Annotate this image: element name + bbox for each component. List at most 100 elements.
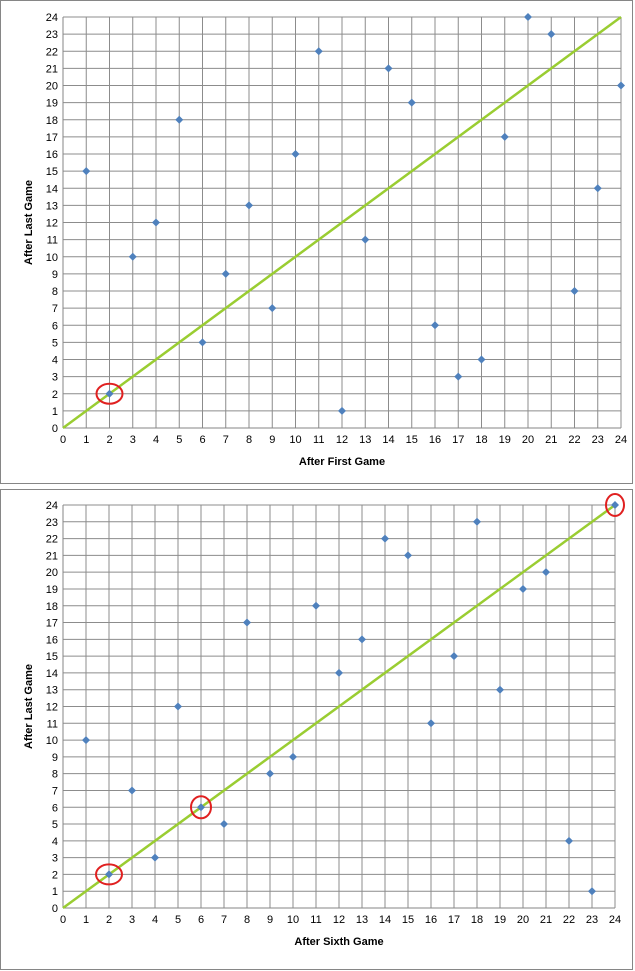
chart1-y-tick-label: 9 xyxy=(52,269,58,281)
chart2-y-tick-label: 2 xyxy=(52,869,58,881)
chart1-y-tick-label: 20 xyxy=(46,81,58,93)
chart1-point-13-11 xyxy=(361,235,370,244)
chart-top-plot: 0 1 2 3 4 5 6 7 8 9 10 11 12 13 14 15 16 17 18 19 20 21 22 23 24… xyxy=(23,12,627,468)
chart1-y-tick-label: 18 xyxy=(46,115,58,127)
chart2-point-16-11 xyxy=(427,719,435,728)
chart2-point-15-21 xyxy=(404,551,412,560)
chart1-y-tick-label: 13 xyxy=(46,200,58,212)
chart2-highlight-circle-24-24 xyxy=(605,493,625,517)
chart2-point-23-1 xyxy=(588,887,596,896)
chart2-point-7-5 xyxy=(220,820,228,829)
chart1-x-tick-label: 15 xyxy=(406,434,418,446)
chart1-x-tick-label: 0 xyxy=(60,434,66,446)
chart1-highlight-circle-2-2 xyxy=(95,382,124,405)
chart1-point-3-10 xyxy=(128,252,137,261)
chart2-y-tick-label: 5 xyxy=(52,819,58,831)
chart1-point-14-21 xyxy=(384,64,393,73)
chart2-y-tick-label: 17 xyxy=(46,618,58,630)
chart2-point-11-18 xyxy=(312,601,320,610)
chart1-point-1-15 xyxy=(82,167,91,176)
chart2-x-tick-label: 15 xyxy=(402,914,414,926)
chart1-point-10-16 xyxy=(291,150,300,158)
chart2-point-6-6 xyxy=(197,803,205,812)
chart2-y-tick-label: 23 xyxy=(46,517,58,529)
chart2-point-9-8 xyxy=(266,769,274,778)
chart1-x-tick-label: 19 xyxy=(499,434,511,446)
chart1-point-16-6 xyxy=(431,321,439,330)
chart2-y-tick-label: 8 xyxy=(52,769,58,781)
chart2-y-tick-label: 9 xyxy=(52,752,58,764)
chart1-x-tick-label: 6 xyxy=(199,434,205,446)
chart2-x-tick-label: 21 xyxy=(540,914,552,926)
chart1-point-7-9 xyxy=(221,269,230,278)
chart2-y-tick-label: 7 xyxy=(52,785,58,797)
chart2-point-2-2 xyxy=(105,870,113,879)
chart-bottom-plot: 0 1 2 3 4 5 6 7 8 9 10 11 12 13 14 15 16 17 18 19 20 21 22 23 24… xyxy=(23,493,625,948)
chart2-point-20-19 xyxy=(519,584,527,593)
chart2-y-tick-label: 20 xyxy=(46,567,58,579)
chart1-x-tick-label: 24 xyxy=(615,434,627,446)
chart1-x-tick-label: 20 xyxy=(522,434,534,446)
chart2-x-tick-label: 23 xyxy=(586,914,598,926)
chart2-x-tick-label: 0 xyxy=(60,914,66,926)
chart1-point-12-1 xyxy=(338,406,346,415)
chart2-y-tick-label: 18 xyxy=(46,601,58,613)
chart1-y-tick-label: 22 xyxy=(46,46,58,58)
chart1-point-17-3 xyxy=(454,372,463,381)
chart2-y-tick-label: 3 xyxy=(52,853,58,865)
chart1-y-tick-label: 15 xyxy=(46,166,58,178)
chart1-y-tick-label: 5 xyxy=(52,337,58,349)
chart2-x-tick-label: 18 xyxy=(471,914,483,926)
chart1-y-tick-label: 12 xyxy=(46,218,58,230)
chart1-reference-line xyxy=(62,15,622,430)
chart1-x-tick-label: 4 xyxy=(153,434,159,446)
chart2-x-tick-label: 10 xyxy=(287,914,299,926)
chart1-y-tick-label: 21 xyxy=(46,63,58,75)
chart1-y-tick-label: 3 xyxy=(52,372,58,384)
chart2-y-tick-label: 1 xyxy=(52,886,58,898)
chart2-y-tick-label: 0 xyxy=(52,903,58,915)
chart1-y-tick-label: 19 xyxy=(46,98,58,110)
chart1-x-tick-label: 10 xyxy=(289,434,301,446)
chart2-y-tick-label: 10 xyxy=(46,735,58,747)
chart1-y-tick-label: 23 xyxy=(46,29,58,41)
chart2-x-tick-label: 1 xyxy=(83,914,89,926)
chart1-point-24-20 xyxy=(617,81,625,90)
chart1-point-11-22 xyxy=(314,47,323,56)
chart1-point-15-19 xyxy=(407,98,416,107)
chart1-x-tick-label: 2 xyxy=(106,434,112,446)
chart1-y-tick-label: 8 xyxy=(52,286,58,298)
chart1-y-tick-label: 17 xyxy=(46,132,58,144)
chart2-point-14-22 xyxy=(381,534,389,543)
chart2-point-17-15 xyxy=(450,652,458,661)
chart1-x-tick-label: 9 xyxy=(269,434,275,446)
chart2-point-21-20 xyxy=(542,568,550,577)
chart1-x-tick-label: 11 xyxy=(313,434,324,446)
chart1-x-tick-label: 17 xyxy=(452,434,464,446)
chart2-y-tick-label: 6 xyxy=(52,802,58,814)
chart2-point-5-12 xyxy=(174,702,182,711)
chart1-y-tick-label: 24 xyxy=(46,12,58,24)
chart2-y-tick-label: 14 xyxy=(46,668,58,680)
chart1-point-4-12 xyxy=(152,218,160,227)
chart2-x-tick-label: 7 xyxy=(221,914,227,926)
chart2-x-axis-title: After Sixth Game xyxy=(294,936,383,948)
chart1-point-19-17 xyxy=(500,132,509,141)
chart-top: 0 1 2 3 4 5 6 7 8 9 10 11 12 13 14 15 16 17 18 19 20 21 22 23 24… xyxy=(0,0,633,484)
chart1-y-tick-label: 6 xyxy=(52,320,58,332)
chart1-y-tick-label: 7 xyxy=(52,303,58,315)
chart2-point-13-16 xyxy=(358,635,366,644)
chart1-point-20-24 xyxy=(524,13,532,21)
chart1-x-tick-label: 16 xyxy=(429,434,441,446)
chart2-point-12-14 xyxy=(335,668,343,677)
chart1-y-tick-label: 2 xyxy=(52,389,58,401)
chart2-x-tick-label: 9 xyxy=(267,914,273,926)
chart1-y-axis-title: After Last Game xyxy=(23,180,35,265)
chart1-point-2-2 xyxy=(105,389,114,398)
chart1-y-tick-label: 0 xyxy=(52,423,58,435)
chart2-x-tick-label: 4 xyxy=(152,914,158,926)
chart2-y-axis-title: After Last Game xyxy=(23,664,35,749)
chart1-point-6-5 xyxy=(198,338,207,347)
chart1-y-tick-label: 1 xyxy=(52,406,58,418)
chart1-y-tick-label: 14 xyxy=(46,183,58,195)
